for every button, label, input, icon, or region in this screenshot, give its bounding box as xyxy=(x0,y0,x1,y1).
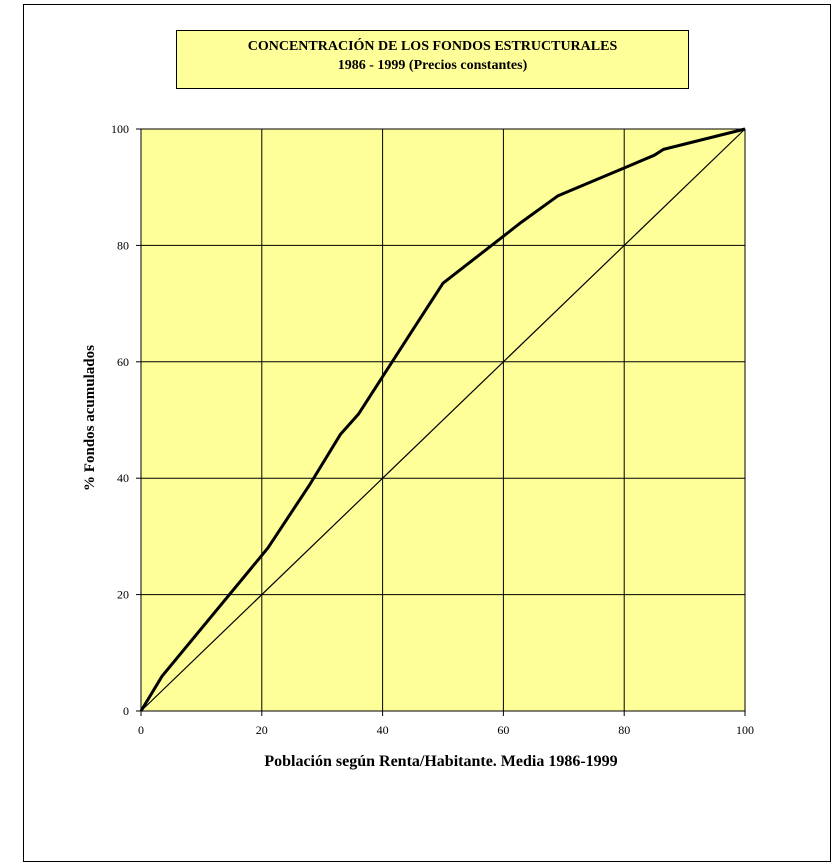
y-axis-label: % Fondos acumulados xyxy=(82,345,98,491)
y-tick-label: 20 xyxy=(117,588,129,602)
x-tick-label: 80 xyxy=(618,723,630,737)
x-tick-label: 60 xyxy=(497,723,509,737)
chart-subtitle: 1986 - 1999 (Precios constantes) xyxy=(337,58,528,73)
y-tick-label: 40 xyxy=(117,471,129,485)
equality-line xyxy=(140,128,746,712)
x-tick-label: 20 xyxy=(256,723,268,737)
concentration-curve xyxy=(139,127,746,712)
y-tick-label: 60 xyxy=(117,355,129,369)
y-tick-label: 80 xyxy=(117,238,129,252)
chart-title: CONCENTRACIÓN DE LOS FONDOS ESTRUCTURALE… xyxy=(247,39,618,54)
y-tick-label: 100 xyxy=(111,122,129,136)
x-tick-label: 0 xyxy=(138,723,144,737)
x-axis-label: Población según Renta/Habitante. Media 1… xyxy=(264,753,617,770)
chart-title-box: CONCENTRACIÓN DE LOS FONDOS ESTRUCTURALE… xyxy=(176,30,689,89)
x-tick-label: 100 xyxy=(736,723,754,737)
y-tick-label: 0 xyxy=(123,704,129,718)
x-tick-label: 40 xyxy=(377,723,389,737)
